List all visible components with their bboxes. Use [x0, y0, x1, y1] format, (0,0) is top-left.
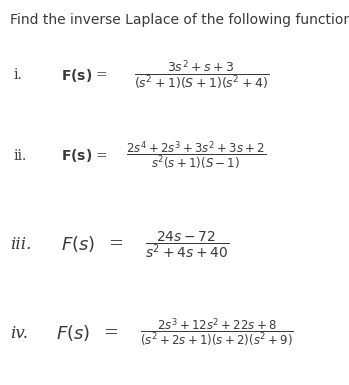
Text: Find the inverse Laplace of the following functions:: Find the inverse Laplace of the followin…	[10, 13, 349, 27]
Text: =: =	[96, 68, 107, 82]
Text: iii.: iii.	[10, 236, 32, 253]
Text: i.: i.	[14, 68, 23, 82]
Text: $\mathbf{F(s)}$: $\mathbf{F(s)}$	[61, 147, 92, 164]
Text: iv.: iv.	[10, 325, 29, 341]
Text: $\dfrac{2s^4+2s^3+3s^2+3s+2}{s^2(s+1)(S-1)}$: $\dfrac{2s^4+2s^3+3s^2+3s+2}{s^2(s+1)(S-…	[126, 140, 266, 172]
Text: ii.: ii.	[14, 149, 27, 163]
Text: $\mathbf{F(s)}$: $\mathbf{F(s)}$	[61, 67, 92, 84]
Text: $\mathit{F}$$\mathit{(s)}$: $\mathit{F}$$\mathit{(s)}$	[56, 323, 90, 343]
Text: $\dfrac{24s-72}{s^2+4s+40}$: $\dfrac{24s-72}{s^2+4s+40}$	[145, 229, 229, 260]
Text: $\mathit{F}$$\mathit{(s)}$: $\mathit{F}$$\mathit{(s)}$	[61, 234, 95, 254]
Text: =: =	[108, 236, 123, 253]
Text: =: =	[96, 149, 107, 163]
Text: =: =	[103, 324, 118, 342]
Text: $\dfrac{2s^3+12s^2+22s+8}{(s^2+2s+1)(s+2)(s^2+9)}$: $\dfrac{2s^3+12s^2+22s+8}{(s^2+2s+1)(s+2…	[140, 317, 294, 349]
Text: $\dfrac{3s^2+s+3}{(s^2+1)(S+1)(s^2+4)}$: $\dfrac{3s^2+s+3}{(s^2+1)(S+1)(s^2+4)}$	[134, 59, 269, 91]
